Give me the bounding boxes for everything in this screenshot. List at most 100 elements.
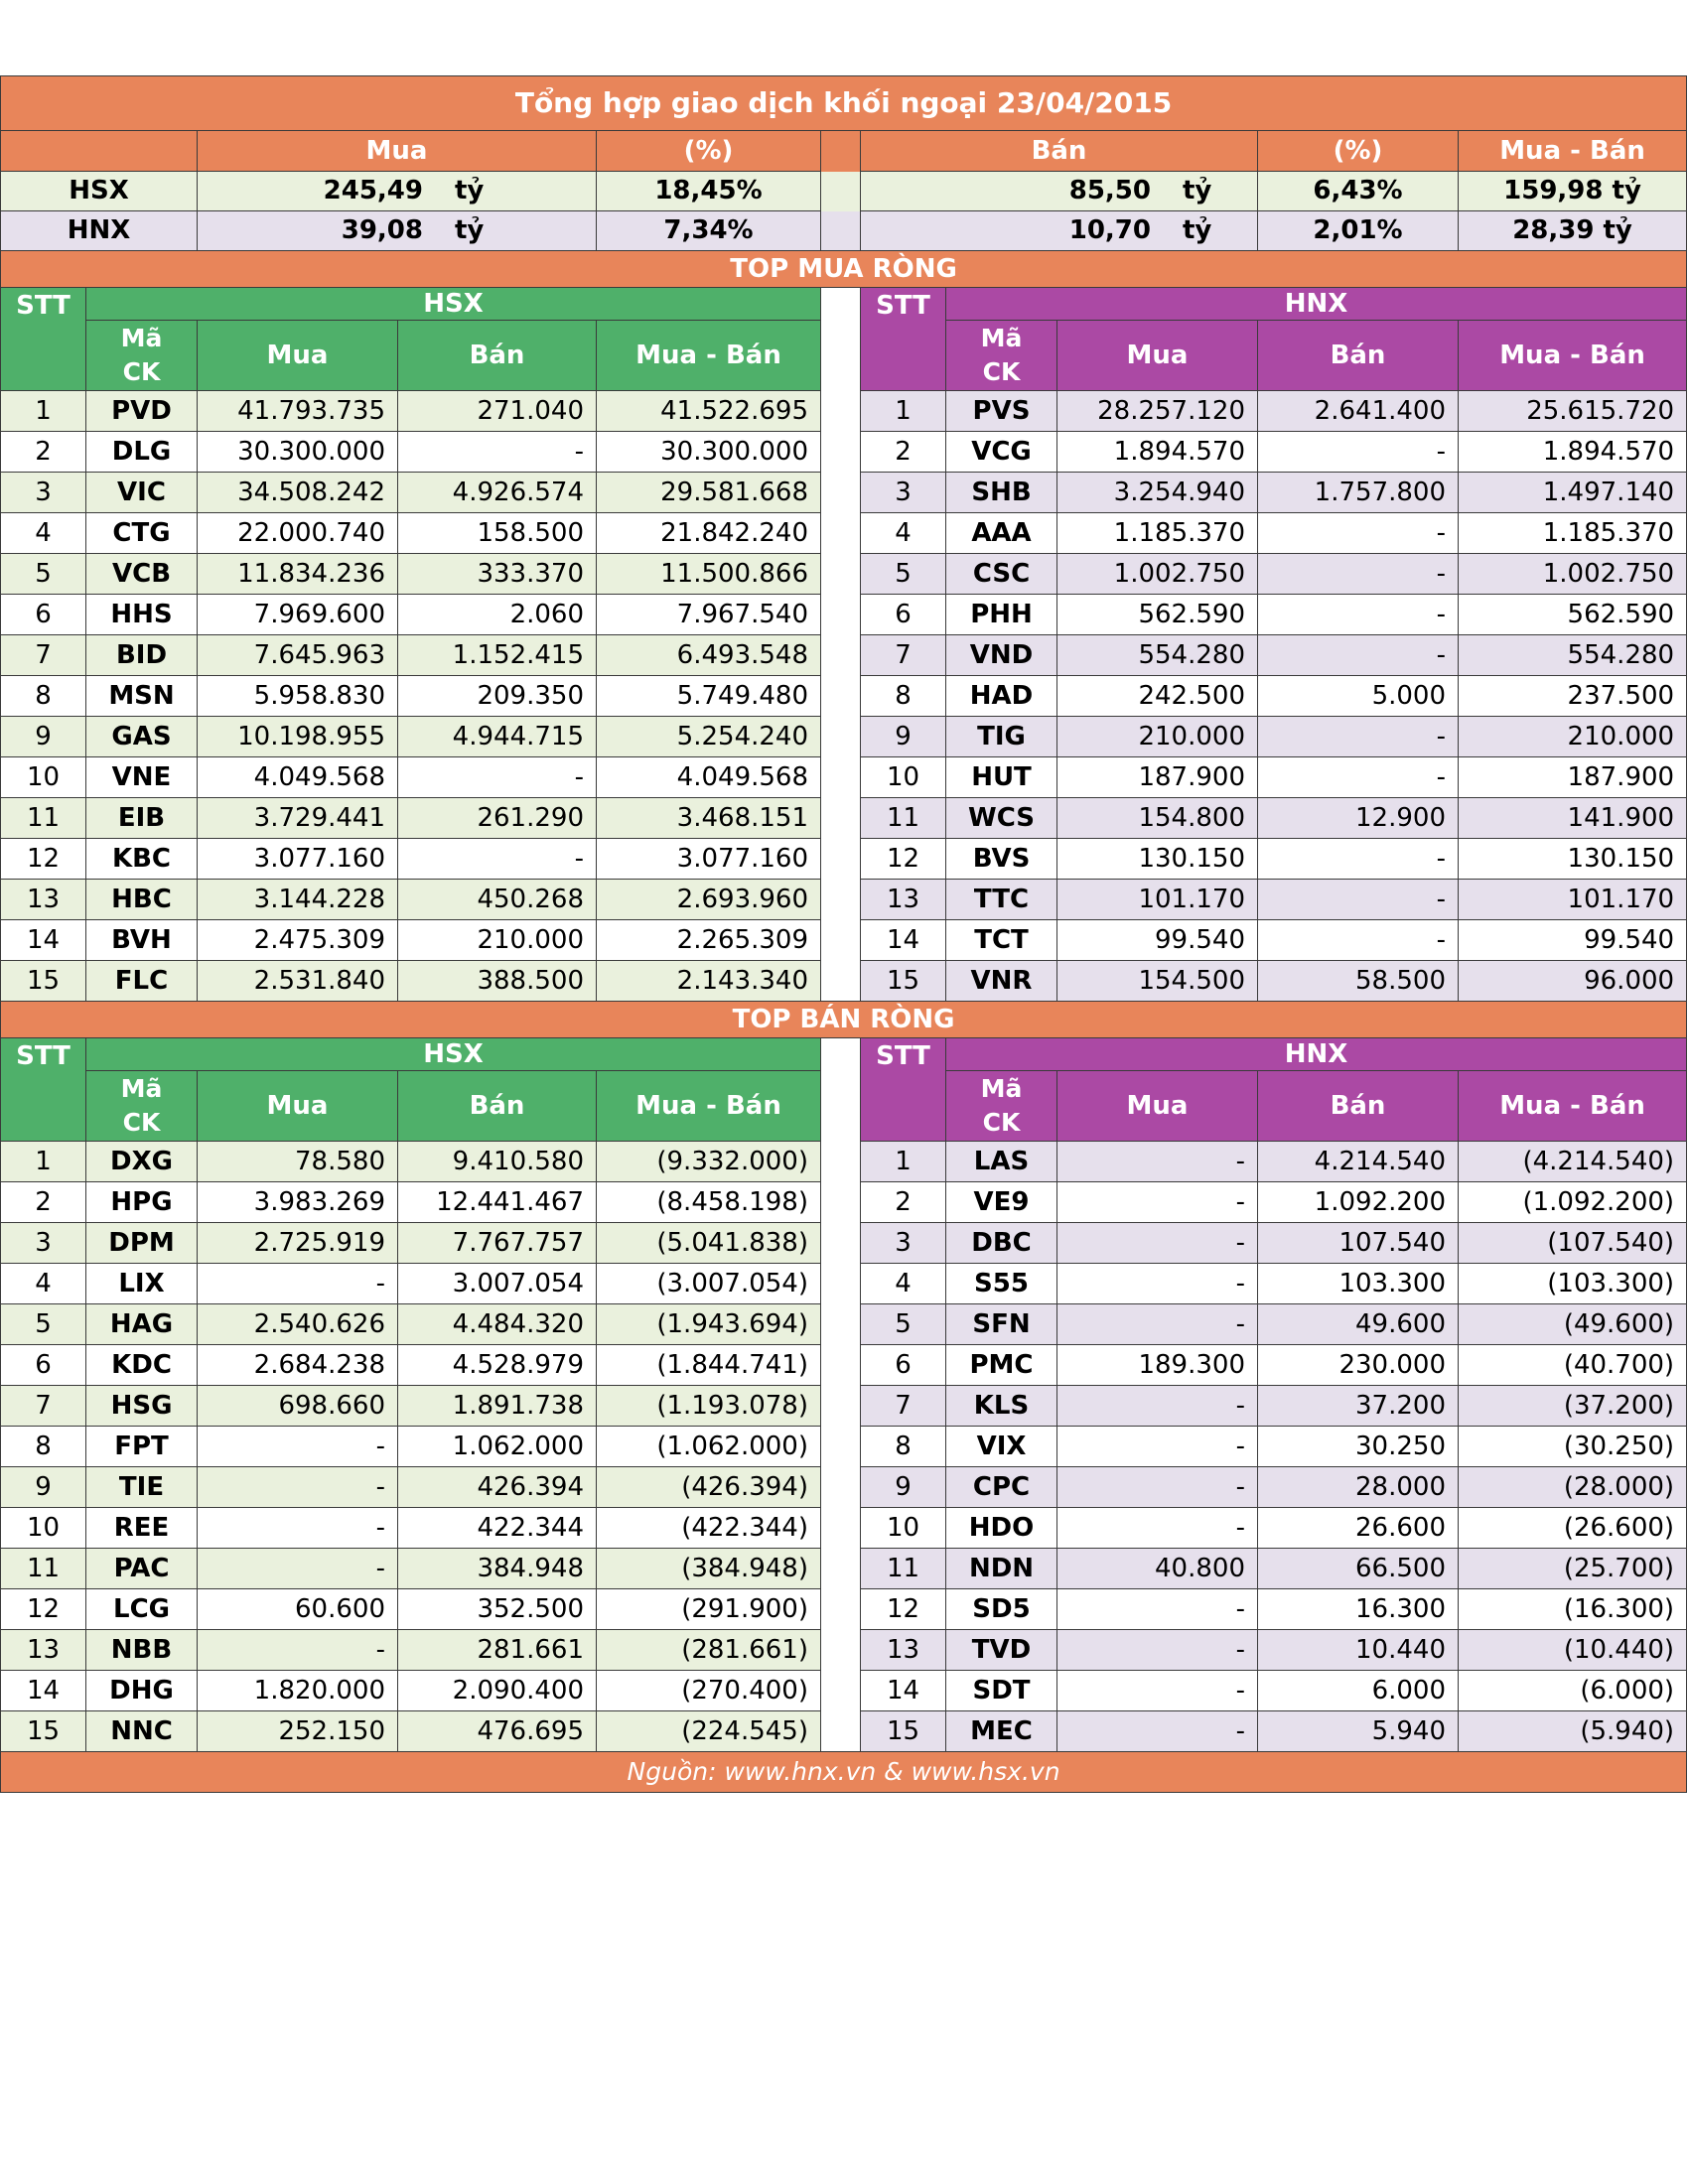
sell-value: 28.000	[1257, 1466, 1459, 1508]
table-row: 4 CTG 22.000.740 158.500 21.842.240 4 AAA 1.185…	[0, 512, 1688, 554]
table-row: 13 HBC 3.144.228 450.268 2.693.960 13 TTC 101.1…	[0, 879, 1688, 920]
stock-code: VIX	[945, 1426, 1057, 1467]
summary-header-ban: Bán	[860, 130, 1258, 172]
stock-code: VCB	[85, 553, 198, 595]
column-gap	[820, 1222, 861, 1264]
buy-value: -	[197, 1548, 398, 1589]
stock-code: HUT	[945, 756, 1057, 798]
buy-value: 242.500	[1056, 675, 1258, 717]
col-ma-ck-hsx: Mã CK	[85, 320, 198, 391]
stock-code: HSG	[85, 1385, 198, 1427]
stock-code: NDN	[945, 1548, 1057, 1589]
table-row: 4 LIX -3.007.054 (3.007.054) 4 S55-103.300 (10…	[0, 1263, 1688, 1304]
row-stt: 1	[0, 390, 86, 432]
table-row: 15 NNC 252.150 476.695 (224.545) 15 MEC -5.940(…	[0, 1710, 1688, 1752]
column-gap	[820, 472, 861, 513]
net-value: 21.842.240	[596, 512, 821, 554]
net-value: 4.049.568	[596, 756, 821, 798]
buy-value: 554.280	[1056, 634, 1258, 676]
net-value: 210.000	[1457, 716, 1688, 757]
summary-row-hsx: HSX 245,49 tỷ 18,45% 85,50 tỷ 6,43% 159,98…	[0, 171, 1688, 211]
stock-code: BVS	[945, 838, 1057, 880]
summary-header-pct-ban: (%)	[1257, 130, 1459, 172]
stock-code: DLG	[85, 431, 198, 473]
table-row: 9 TIE -426.394 (426.394) 9 CPC -28.000 (28.000)	[0, 1466, 1688, 1508]
stock-code: BID	[85, 634, 198, 676]
column-gap	[820, 1507, 861, 1549]
column-gap	[820, 675, 861, 717]
row-stt: 9	[0, 1466, 86, 1508]
column-gap	[820, 1629, 861, 1671]
summary-gap	[820, 210, 861, 251]
column-gap	[820, 1344, 861, 1386]
summary-header-mua: Mua	[197, 130, 597, 172]
buy-value: -	[197, 1426, 398, 1467]
buy-value: 5.958.830	[197, 675, 398, 717]
stock-code: PMC	[945, 1344, 1057, 1386]
sell-value: -	[1257, 634, 1459, 676]
stock-code: SDT	[945, 1670, 1057, 1711]
sell-value: 422.344	[397, 1507, 597, 1549]
table-row: 11 PAC -384.948 (384.948) 11 NDN 40.800 66.500(…	[0, 1548, 1688, 1589]
stock-code: REE	[85, 1507, 198, 1549]
stock-code: PVS	[945, 390, 1057, 432]
stock-code: VNE	[85, 756, 198, 798]
sell-value: 10.440	[1257, 1629, 1459, 1671]
stock-code: VNR	[945, 960, 1057, 1002]
column-gap	[820, 634, 861, 676]
sell-value: 426.394	[397, 1466, 597, 1508]
row-stt: 13	[0, 879, 86, 920]
summary-ban-pct: 2,01%	[1257, 210, 1459, 251]
buy-value: 60.600	[197, 1588, 398, 1630]
report-title: Tổng hợp giao dịch khối ngoại 23/04/2015	[0, 75, 1688, 131]
row-stt: 3	[0, 1222, 86, 1264]
buy-value: -	[1056, 1629, 1258, 1671]
table-row: 6 KDC 2.684.238 4.528.979 (1.844.741) 6 PMC 189…	[0, 1344, 1688, 1386]
stock-code: DBC	[945, 1222, 1057, 1264]
buy-value: 99.540	[1056, 919, 1258, 961]
row-stt: 2	[0, 1181, 86, 1223]
sell-value: -	[1257, 553, 1459, 595]
column-gap	[820, 287, 861, 391]
summary-net: 159,98 tỷ	[1457, 171, 1688, 211]
summary-header-net: Mua - Bán	[1457, 130, 1688, 172]
sell-value: 4.528.979	[397, 1344, 597, 1386]
net-value: 2.143.340	[596, 960, 821, 1002]
row-stt: 9	[860, 1466, 946, 1508]
net-value: (1.193.078)	[596, 1385, 821, 1427]
col-ck-label: CK	[122, 357, 161, 386]
sell-value: 12.441.467	[397, 1181, 597, 1223]
col-stt-hnx: STT	[860, 1037, 946, 1142]
net-value: (37.200)	[1457, 1385, 1688, 1427]
row-stt: 3	[860, 1222, 946, 1264]
buy-value: 2.725.919	[197, 1222, 398, 1264]
col-ma-label: Mã	[120, 324, 163, 352]
section-title: TOP BÁN RÒNG	[0, 1001, 1688, 1038]
row-stt: 4	[0, 1263, 86, 1304]
stock-code: CTG	[85, 512, 198, 554]
net-value: (426.394)	[596, 1466, 821, 1508]
column-gap	[820, 1385, 861, 1427]
net-value: (1.844.741)	[596, 1344, 821, 1386]
sell-value: 12.900	[1257, 797, 1459, 839]
stock-code: BVH	[85, 919, 198, 961]
sell-value: 37.200	[1257, 1385, 1459, 1427]
row-stt: 7	[0, 1385, 86, 1427]
column-gap	[820, 594, 861, 635]
net-value: 5.254.240	[596, 716, 821, 757]
col-ma-label: Mã	[980, 1074, 1023, 1103]
section-title: TOP MUA RÒNG	[0, 250, 1688, 288]
row-stt: 15	[860, 1710, 946, 1752]
net-value: 30.300.000	[596, 431, 821, 473]
summary-unit: tỷ	[455, 215, 485, 245]
column-gap	[820, 1037, 861, 1142]
row-stt: 15	[0, 960, 86, 1002]
net-value: 99.540	[1457, 919, 1688, 961]
row-stt: 7	[860, 1385, 946, 1427]
net-value: 41.522.695	[596, 390, 821, 432]
buy-value: 189.300	[1056, 1344, 1258, 1386]
buy-value: -	[1056, 1670, 1258, 1711]
sell-value: 7.767.757	[397, 1222, 597, 1264]
net-value: 130.150	[1457, 838, 1688, 880]
sell-value: -	[1257, 716, 1459, 757]
